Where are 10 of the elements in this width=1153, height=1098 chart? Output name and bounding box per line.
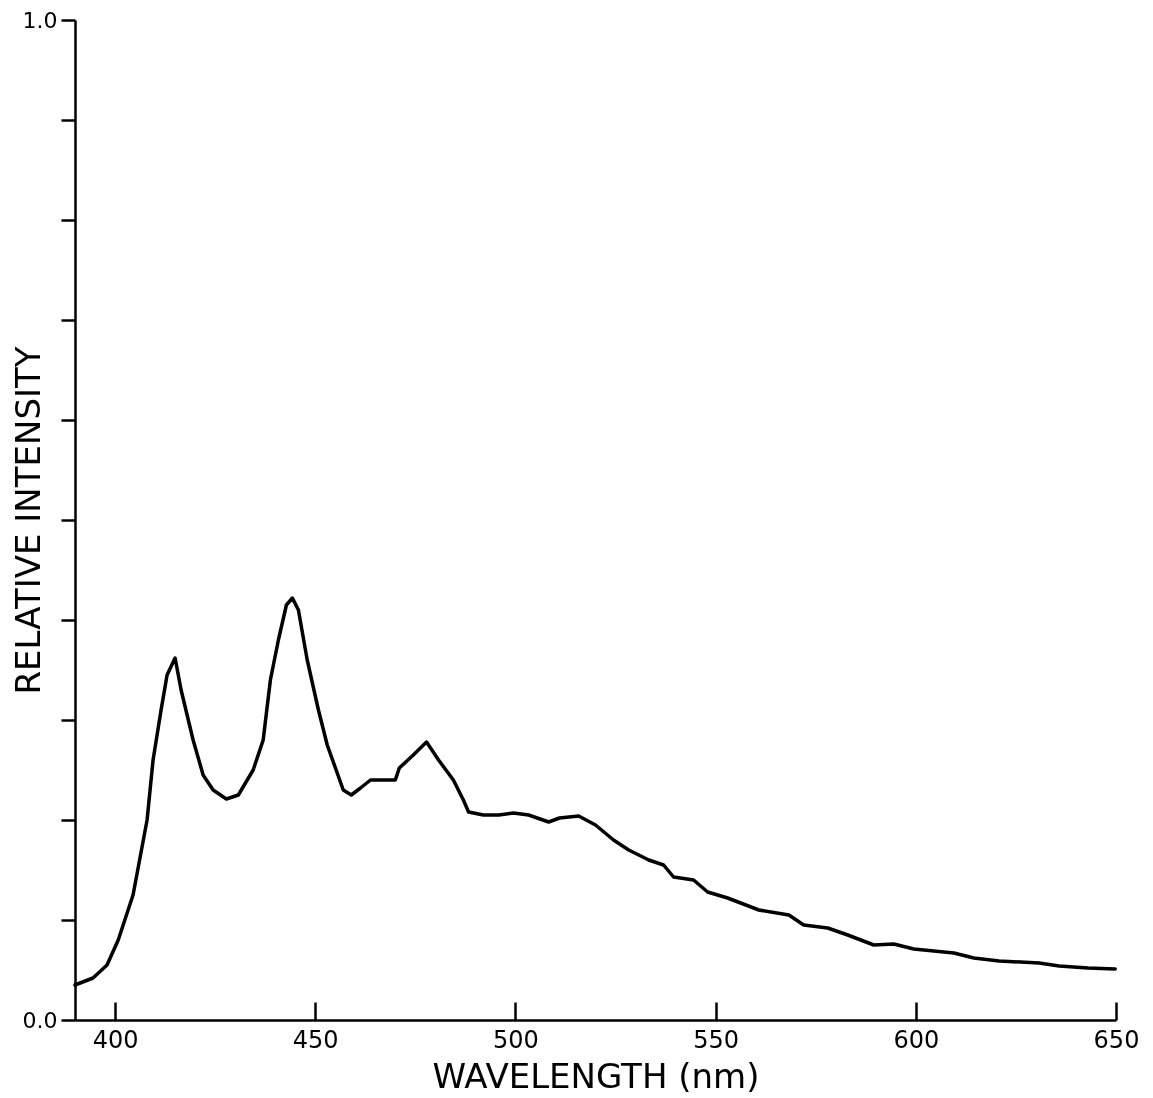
x-tick-label: 650 (1093, 1025, 1140, 1054)
y-tick-label: 0.0 (22, 1007, 58, 1033)
x-tick-label: 500 (493, 1025, 539, 1054)
x-tick-label: 400 (92, 1025, 139, 1054)
x-tick-label: 450 (292, 1025, 339, 1054)
x-tick-label: 600 (893, 1025, 940, 1054)
y-tick-label: 1.0 (22, 7, 58, 33)
y-axis-title: RELATIVE INTENSITY (7, 346, 48, 695)
x-axis-title: WAVELENGTH (nm) (432, 1055, 760, 1096)
x-tick-label: 550 (693, 1025, 740, 1054)
